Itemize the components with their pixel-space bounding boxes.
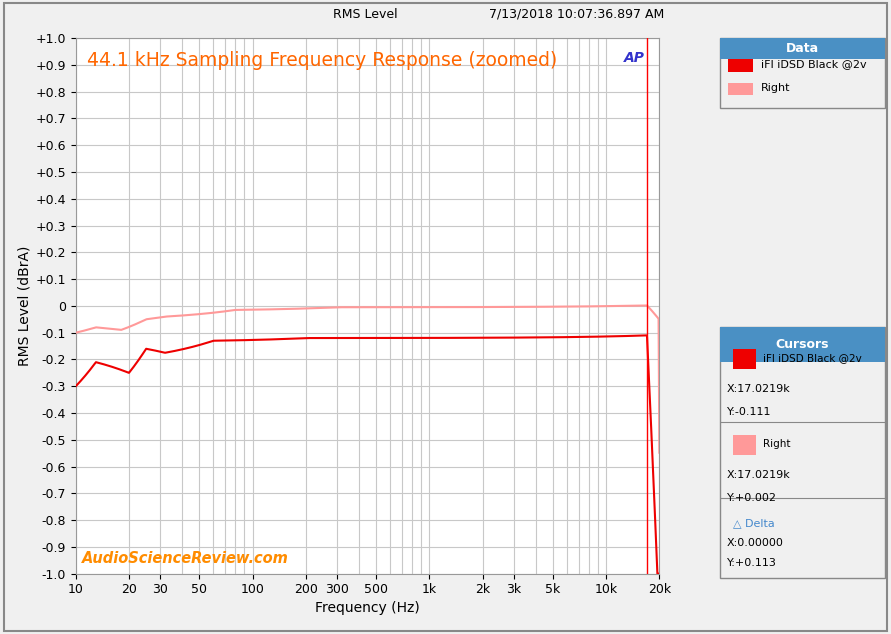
Text: Y:+0.113: Y:+0.113 [726, 558, 776, 568]
Text: △ Delta: △ Delta [733, 518, 775, 528]
Text: Right: Right [763, 439, 790, 448]
Text: Y:-0.111: Y:-0.111 [726, 407, 771, 417]
Text: AP: AP [624, 51, 645, 65]
Text: X:17.0219k: X:17.0219k [726, 470, 790, 480]
Bar [728, 82, 753, 95]
Text: X:17.0219k: X:17.0219k [726, 384, 790, 394]
Text: X:0.00000: X:0.00000 [726, 538, 783, 548]
Text: Y:+0.002: Y:+0.002 [726, 493, 777, 503]
Text: RMS Level: RMS Level [333, 8, 397, 21]
Y-axis label: RMS Level (dBrA): RMS Level (dBrA) [17, 246, 31, 366]
Bar [720, 327, 885, 362]
Text: Right: Right [761, 83, 790, 93]
Bar [733, 349, 756, 369]
X-axis label: Frequency (Hz): Frequency (Hz) [315, 600, 420, 614]
Bar [728, 59, 753, 72]
Text: Data: Data [786, 42, 819, 55]
Text: 7/13/2018 10:07:36.897 AM: 7/13/2018 10:07:36.897 AM [488, 8, 664, 21]
Text: Cursors: Cursors [775, 338, 830, 351]
Bar [720, 38, 885, 59]
Bar [733, 435, 756, 455]
Text: iFI iDSD Black @2v: iFI iDSD Black @2v [761, 60, 867, 70]
Text: AudioScienceReview.com: AudioScienceReview.com [82, 551, 289, 566]
Text: iFI iDSD Black @2v: iFI iDSD Black @2v [763, 353, 862, 363]
Text: 44.1 kHz Sampling Frequency Response (zoomed): 44.1 kHz Sampling Frequency Response (zo… [87, 51, 558, 70]
